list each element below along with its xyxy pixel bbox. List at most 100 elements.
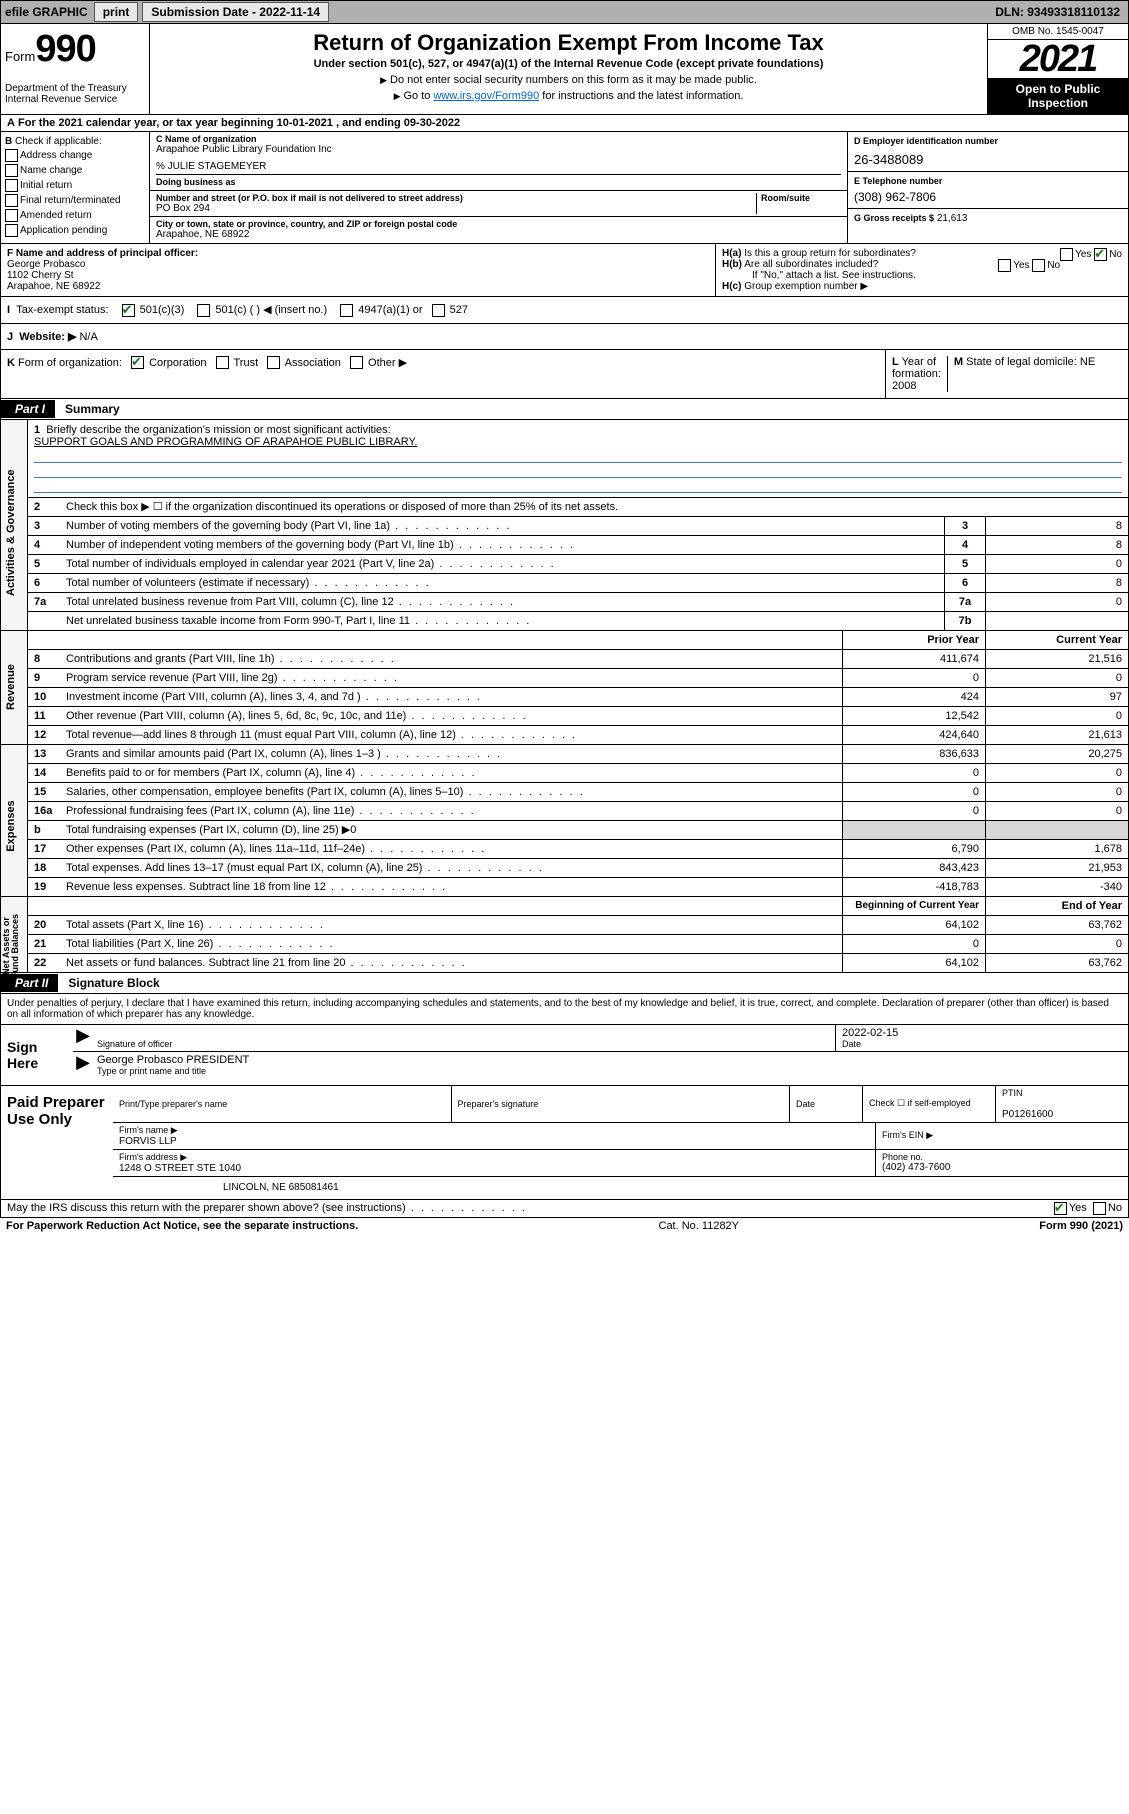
- ptin-value: P01261600: [1002, 1109, 1122, 1120]
- page-footer: For Paperwork Reduction Act Notice, see …: [0, 1218, 1129, 1234]
- street-label: Number and street (or P.O. box if mail i…: [156, 193, 756, 203]
- opt-final-return: Final return/terminated: [20, 195, 121, 206]
- chk-527[interactable]: [432, 304, 445, 317]
- discuss-no-label: No: [1108, 1202, 1122, 1214]
- part-ii-label: Signature Block: [58, 976, 159, 990]
- chk-pending[interactable]: [5, 224, 18, 237]
- hdr-begin: Beginning of Current Year: [842, 897, 985, 915]
- form-number: 990: [35, 28, 95, 70]
- hb-yes[interactable]: [998, 259, 1011, 272]
- prep-sig-label: Preparer's signature: [458, 1099, 784, 1109]
- gross-label: G Gross receipts $: [854, 213, 934, 223]
- period-text-a: For the 2021 calendar year, or tax year …: [18, 117, 277, 129]
- discuss-yes[interactable]: [1054, 1202, 1067, 1215]
- print-button[interactable]: print: [94, 2, 139, 22]
- line-4-desc: Number of independent voting members of …: [62, 537, 944, 553]
- room-label: Room/suite: [761, 193, 841, 203]
- block-deg: D Employer identification number 26-3488…: [847, 132, 1128, 243]
- line-5-val: 0: [985, 555, 1128, 573]
- table-row: 15Salaries, other compensation, employee…: [28, 783, 1128, 802]
- dba-label: Doing business as: [156, 177, 236, 187]
- irs-link[interactable]: www.irs.gov/Form990: [433, 90, 539, 102]
- hb-label: Are all subordinates included?: [744, 259, 878, 270]
- ha-yes[interactable]: [1060, 248, 1073, 261]
- sig-name-value: George Probasco PRESIDENT: [97, 1054, 1124, 1066]
- table-row: 17Other expenses (Part IX, column (A), l…: [28, 840, 1128, 859]
- phone-value: (308) 962-7806: [854, 190, 1122, 204]
- opt-assoc: Association: [285, 357, 341, 369]
- dln-label: DLN: 93493318110132: [995, 5, 1128, 19]
- org-name-label: C Name of organization: [156, 134, 841, 144]
- top-bar: efile GRAPHIC print Submission Date - 20…: [0, 0, 1129, 24]
- table-row: 16aProfessional fundraising fees (Part I…: [28, 802, 1128, 821]
- dept-label: Department of the Treasury Internal Reve…: [5, 83, 145, 105]
- website-value: N/A: [79, 331, 97, 343]
- line-7a-val: 0: [985, 593, 1128, 611]
- line-2: Check this box ▶ ☐ if the organization d…: [62, 498, 1128, 515]
- chk-final-return[interactable]: [5, 194, 18, 207]
- governance-section: Activities & Governance 1 Briefly descri…: [0, 420, 1129, 631]
- part-i-label: Summary: [55, 402, 120, 416]
- block-b: B Check if applicable: Address change Na…: [1, 132, 150, 243]
- submission-date-button[interactable]: Submission Date - 2022-11-14: [142, 2, 329, 22]
- row-i: I Tax-exempt status: 501(c)(3) 501(c) ( …: [0, 297, 1129, 324]
- discuss-yes-label: Yes: [1069, 1202, 1087, 1214]
- sig-name-label: Type or print name and title: [97, 1066, 1124, 1076]
- sig-date-label: Date: [842, 1039, 1122, 1049]
- footer-mid: Cat. No. 11282Y: [659, 1220, 740, 1232]
- gross-value: 21,613: [937, 213, 968, 224]
- chk-assoc[interactable]: [267, 356, 280, 369]
- opt-pending: Application pending: [20, 225, 107, 236]
- chk-other[interactable]: [350, 356, 363, 369]
- arrow-icon: ▶: [73, 1025, 93, 1051]
- ha-no[interactable]: [1094, 248, 1107, 261]
- header-info-block: B Check if applicable: Address change Na…: [0, 132, 1129, 244]
- mission-text: SUPPORT GOALS AND PROGRAMMING OF ARAPAHO…: [34, 436, 417, 448]
- opt-name-change: Name change: [20, 165, 82, 176]
- chk-501c3[interactable]: [122, 304, 135, 317]
- sign-here-label: Sign Here: [1, 1025, 73, 1085]
- opt-address-change: Address change: [20, 150, 92, 161]
- opt-amended: Amended return: [20, 210, 92, 221]
- domicile-label: State of legal domicile:: [966, 356, 1077, 368]
- city-value: Arapahoe, NE 68922: [156, 229, 841, 240]
- block-b-label: Check if applicable:: [15, 136, 102, 147]
- firm-phone-value: (402) 473-7600: [882, 1162, 1122, 1173]
- firm-phone-label: Phone no.: [882, 1152, 1122, 1162]
- hdr-prior: Prior Year: [842, 631, 985, 649]
- chk-amended[interactable]: [5, 209, 18, 222]
- chk-initial-return[interactable]: [5, 179, 18, 192]
- row-j: J Website: ▶ N/A: [0, 324, 1129, 350]
- table-row: 13Grants and similar amounts paid (Part …: [28, 745, 1128, 764]
- form-header: Form990 Department of the Treasury Inter…: [0, 24, 1129, 115]
- part-ii-header: Part II Signature Block: [0, 973, 1129, 994]
- opt-527: 527: [450, 304, 468, 316]
- preparer-block: Paid Preparer Use Only Print/Type prepar…: [0, 1086, 1129, 1200]
- chk-4947[interactable]: [340, 304, 353, 317]
- preparer-label: Paid Preparer Use Only: [1, 1086, 113, 1199]
- tax-period-row: A For the 2021 calendar year, or tax yea…: [0, 115, 1129, 132]
- vtab-expenses: Expenses: [5, 766, 17, 886]
- table-row: 20Total assets (Part X, line 16)64,10263…: [28, 916, 1128, 935]
- city-label: City or town, state or province, country…: [156, 219, 841, 229]
- prep-selfemp-label: Check ☐ if self-employed: [869, 1098, 989, 1109]
- chk-address-change[interactable]: [5, 149, 18, 162]
- open-public-label: Open to Public Inspection: [988, 78, 1128, 114]
- discuss-no[interactable]: [1093, 1202, 1106, 1215]
- tax-year: 2021: [988, 40, 1128, 78]
- website-label: Website: ▶: [19, 331, 76, 343]
- officer-name: George Probasco: [7, 259, 709, 270]
- chk-name-change[interactable]: [5, 164, 18, 177]
- table-row: 18Total expenses. Add lines 13–17 (must …: [28, 859, 1128, 878]
- chk-corp[interactable]: [131, 356, 144, 369]
- table-row: 10Investment income (Part VIII, column (…: [28, 688, 1128, 707]
- vtab-governance: Activities & Governance: [5, 476, 17, 596]
- chk-501c[interactable]: [197, 304, 210, 317]
- row-f-h: F Name and address of principal officer:…: [0, 244, 1129, 297]
- arrow-icon-2: ▶: [73, 1052, 93, 1078]
- hb-no[interactable]: [1032, 259, 1045, 272]
- opt-4947: 4947(a)(1) or: [358, 304, 422, 316]
- phone-label: E Telephone number: [854, 176, 1122, 186]
- taxstatus-label: Tax-exempt status:: [16, 304, 108, 316]
- chk-trust[interactable]: [216, 356, 229, 369]
